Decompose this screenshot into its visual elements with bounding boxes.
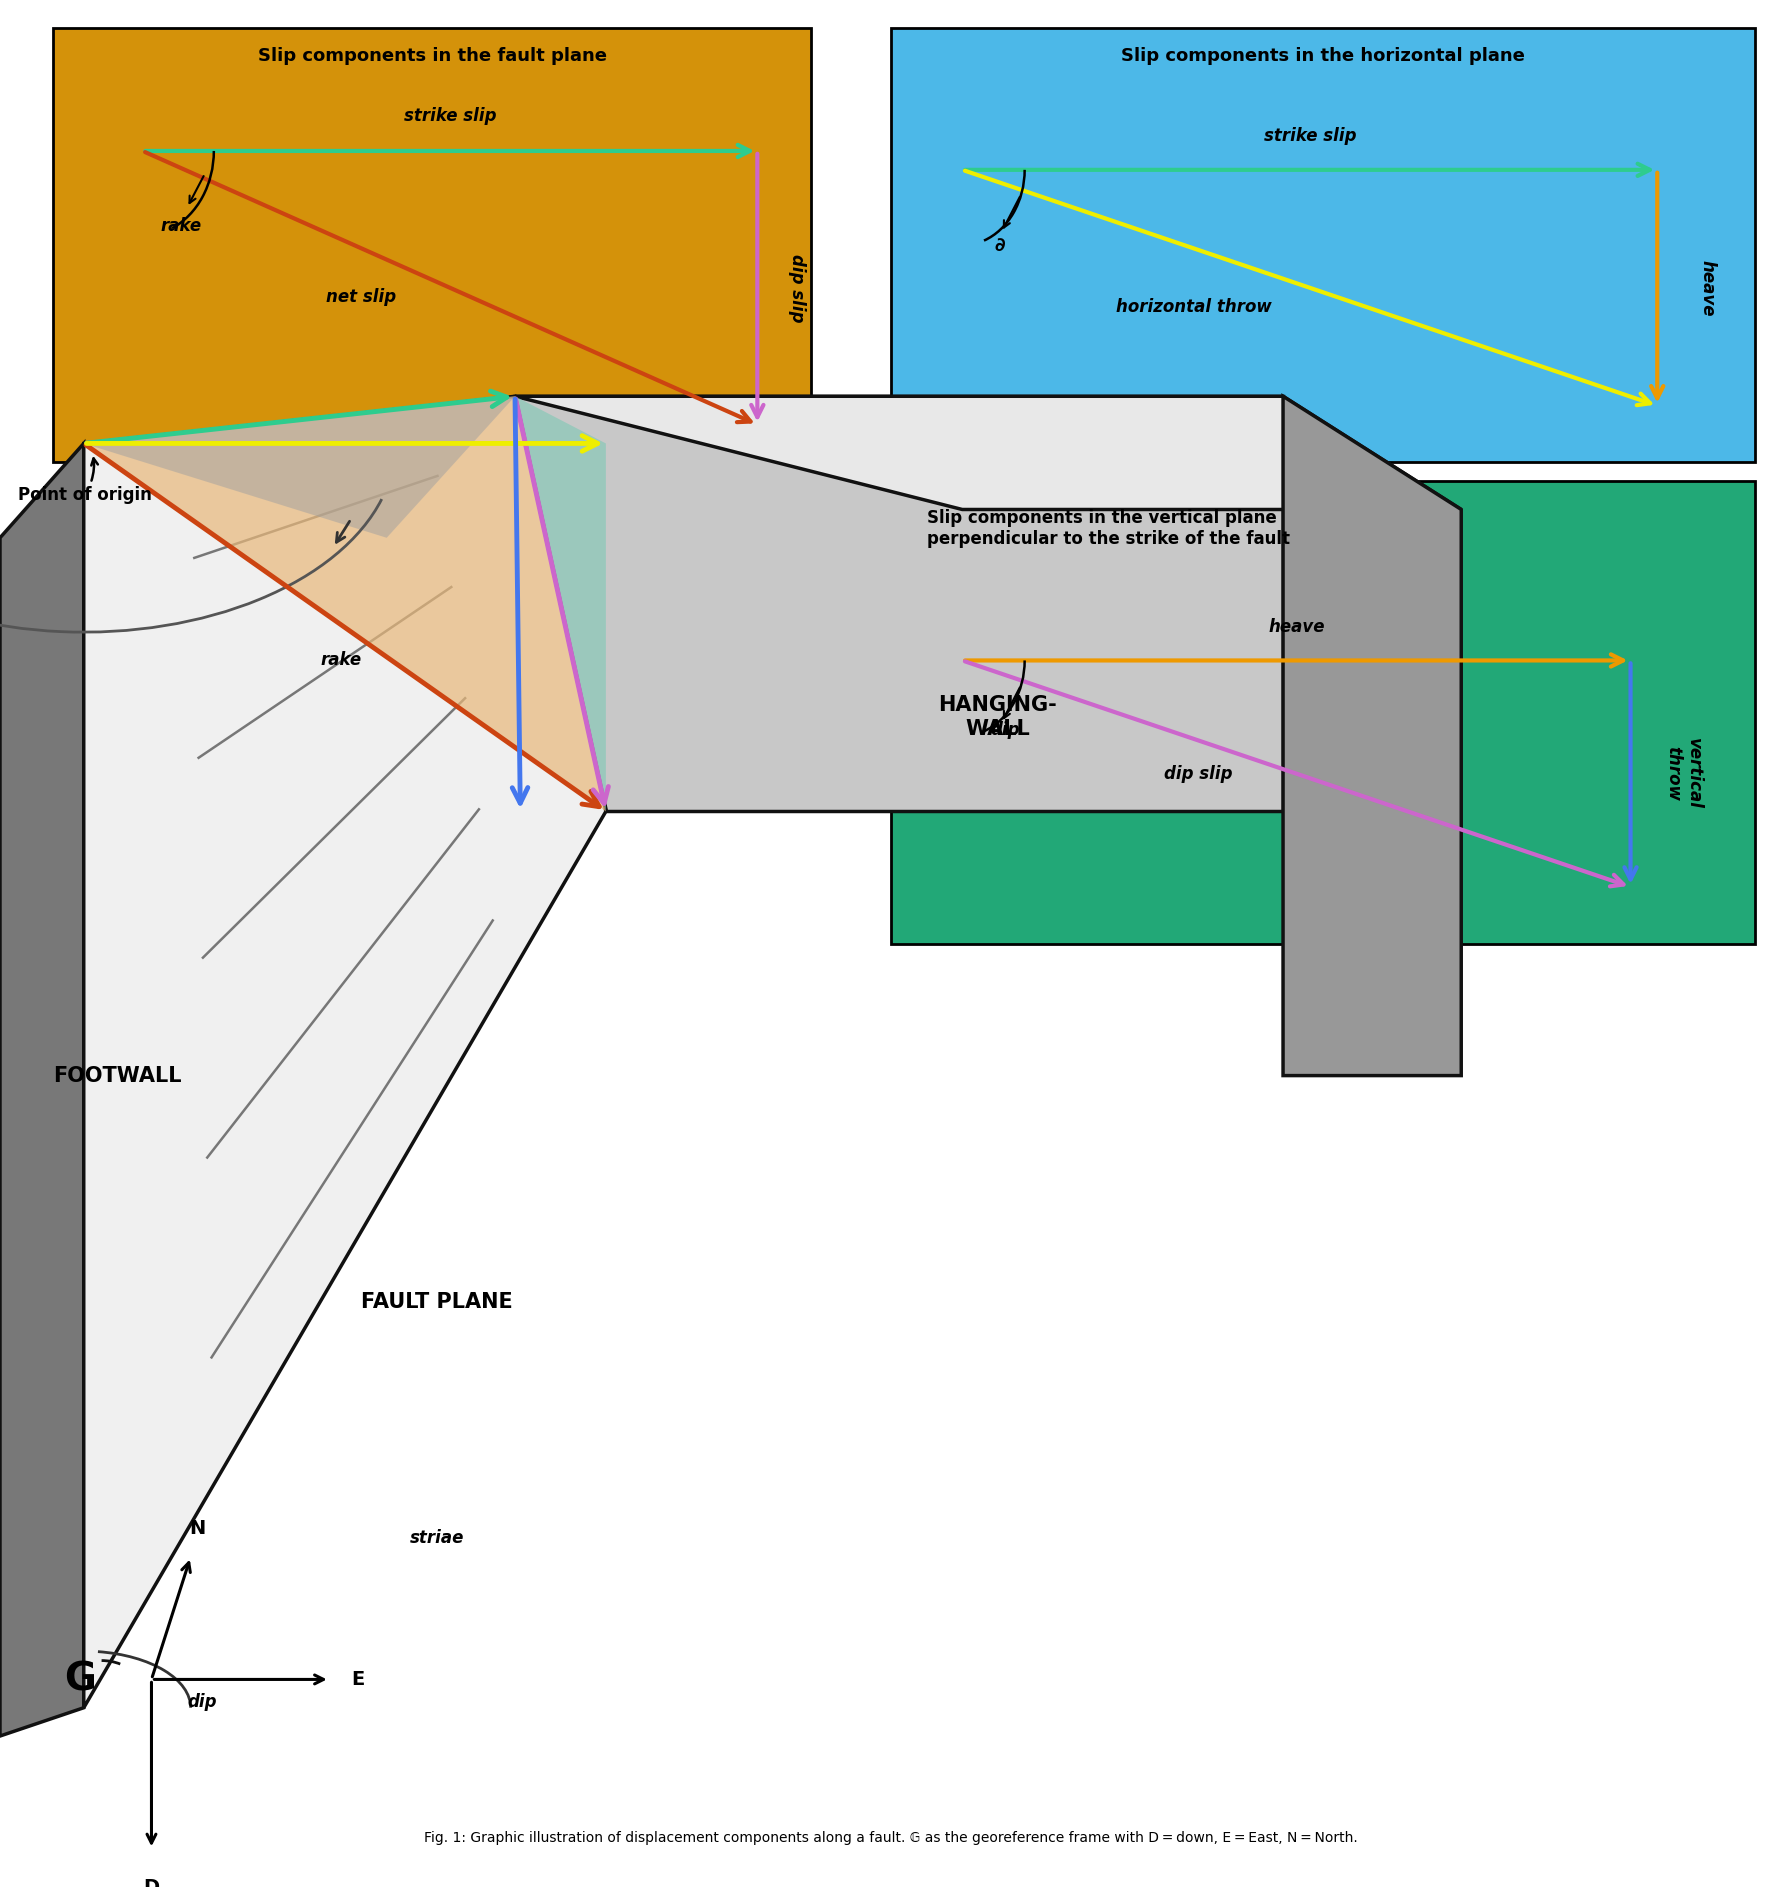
Text: horizontal throw: horizontal throw xyxy=(1116,298,1272,315)
Text: heave: heave xyxy=(1698,260,1716,315)
Polygon shape xyxy=(515,396,1461,509)
Text: Point of origin: Point of origin xyxy=(18,459,151,504)
Text: E: E xyxy=(351,1670,364,1689)
Text: heave: heave xyxy=(1269,617,1324,636)
Text: vertical
throw: vertical throw xyxy=(1664,738,1704,810)
Text: N: N xyxy=(189,1519,207,1538)
Polygon shape xyxy=(515,396,606,811)
Text: dip: dip xyxy=(187,1693,217,1712)
Text: FOOTWALL: FOOTWALL xyxy=(53,1066,182,1085)
Text: dip slip: dip slip xyxy=(1164,764,1233,783)
Text: Slip components in the vertical plane
perpendicular to the strike of the fault: Slip components in the vertical plane pe… xyxy=(927,509,1290,549)
Polygon shape xyxy=(84,396,606,811)
Text: ∂: ∂ xyxy=(994,236,1005,255)
Bar xyxy=(891,28,1755,462)
Text: Slip components in the fault plane: Slip components in the fault plane xyxy=(258,47,606,66)
Polygon shape xyxy=(0,443,84,1736)
Text: Fig. 1: Graphic illustration of displacement components along a fault. 𝔾 as the : Fig. 1: Graphic illustration of displace… xyxy=(424,1832,1358,1845)
Text: rake: rake xyxy=(321,651,362,670)
Text: rake: rake xyxy=(160,217,201,236)
Polygon shape xyxy=(1283,396,1461,1076)
Text: D: D xyxy=(143,1878,160,1887)
Bar xyxy=(891,481,1755,944)
Text: strike slip: strike slip xyxy=(405,106,495,125)
Text: net slip: net slip xyxy=(326,289,396,306)
Text: dip: dip xyxy=(991,721,1021,740)
Text: Slip components in the horizontal plane: Slip components in the horizontal plane xyxy=(1121,47,1525,66)
Text: striae: striae xyxy=(410,1528,463,1547)
Polygon shape xyxy=(84,396,606,1708)
Text: FAULT PLANE: FAULT PLANE xyxy=(360,1293,513,1311)
Text: HANGING-
WALL: HANGING- WALL xyxy=(939,696,1057,738)
Polygon shape xyxy=(515,396,1283,811)
Text: strike slip: strike slip xyxy=(1263,126,1356,145)
Polygon shape xyxy=(84,396,515,538)
Text: dip slip: dip slip xyxy=(788,253,805,323)
Bar xyxy=(53,28,811,462)
Text: G: G xyxy=(64,1661,96,1698)
